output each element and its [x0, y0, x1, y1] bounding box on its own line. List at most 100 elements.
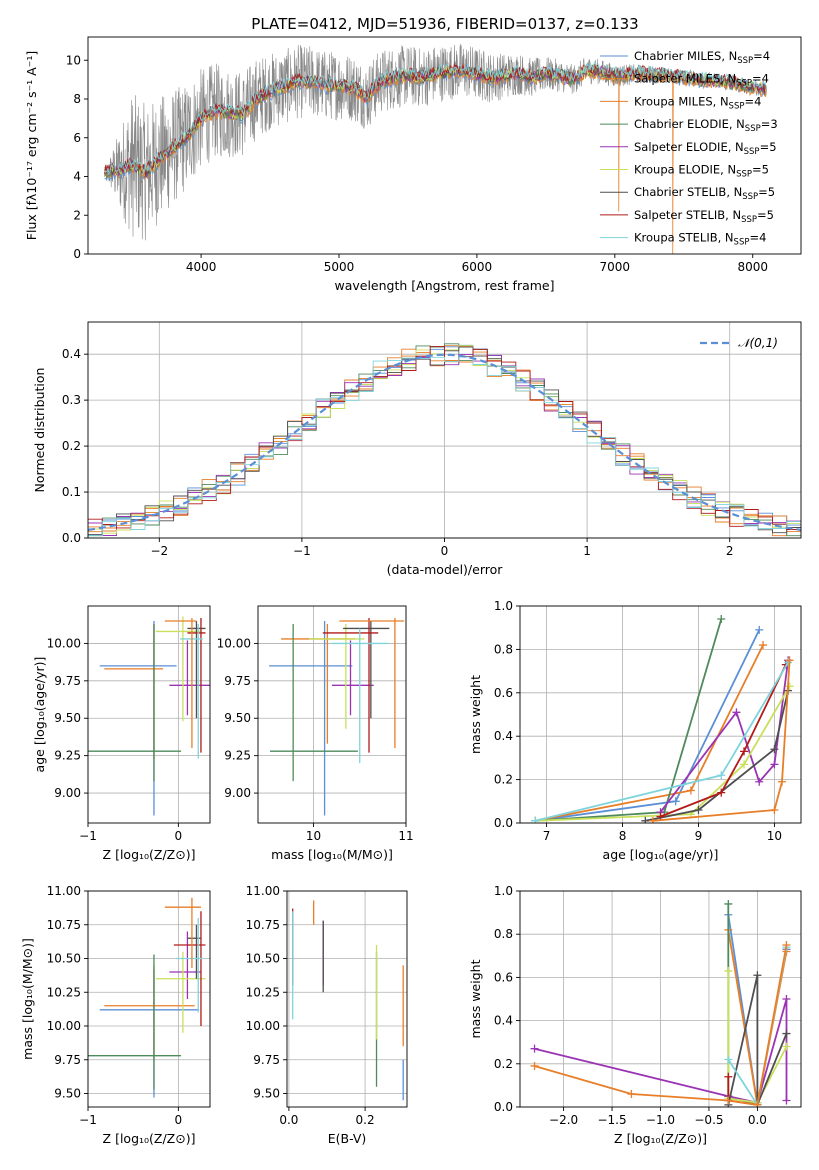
histogram-step	[88, 345, 801, 530]
series-marker	[770, 745, 779, 754]
series-marker	[755, 625, 764, 634]
axes-frame	[87, 36, 802, 255]
histogram-step	[88, 343, 801, 537]
x-tick-label: −1	[79, 1113, 97, 1127]
series-line	[652, 660, 791, 822]
plot-area-residuals	[88, 343, 801, 537]
x-axis-label: Z [log₁₀(Z/Z⊙)]	[614, 1131, 707, 1146]
y-tick-label: 10.25	[246, 985, 280, 999]
legend-name: Chabrier ELODIE, N	[634, 117, 745, 131]
y-tick-label: 0.6	[494, 686, 513, 700]
series-marker	[641, 816, 650, 823]
series-marker	[785, 656, 794, 665]
series-marker	[782, 995, 791, 1003]
legend-label: Salpeter MILES, NSSP=4	[634, 72, 769, 89]
series-marker	[732, 708, 741, 717]
x-tick-label: 10	[306, 829, 321, 843]
legend-label: Kroupa STELIB, NSSP=4	[634, 231, 766, 248]
y-tick-label: 2	[73, 208, 81, 222]
x-axis-label: Z [log₁₀(Z/Z⊙)]	[103, 847, 196, 862]
y-tick-label: 10.00	[217, 636, 251, 650]
x-axis-label: (data-model)/error	[387, 562, 504, 577]
legend-nssp: =4	[753, 49, 770, 63]
legend-nssp: =3	[761, 117, 778, 131]
legend-subscript: SSP	[737, 56, 753, 66]
series-marker	[686, 786, 695, 795]
y-tick-label: 11.00	[47, 884, 81, 898]
x-tick-label: −0.5	[694, 1113, 723, 1127]
x-tick-label: 0	[441, 544, 449, 558]
legend-subscript: SSP	[736, 170, 752, 180]
x-tick-label: 0	[175, 829, 183, 843]
plot-area-mass-vs-Z	[88, 897, 206, 1098]
legend-name: Salpeter ELODIE, N	[634, 140, 744, 154]
y-tick-label: 10	[66, 53, 81, 67]
panel-massweight-vs-Z: −2.0 −1.5 −1.0 −0.5 0.0 0.0 0.2 0.4 0.6 0.8 1.0 Z […	[468, 884, 802, 1146]
x-tick-label: −1.5	[597, 1113, 626, 1127]
y-tick-label: 10.50	[246, 952, 280, 966]
series-marker	[530, 1044, 539, 1053]
legend-subscript: SSP	[729, 101, 745, 111]
series-marker	[782, 941, 791, 949]
figure-title: PLATE=0412, MJD=51936, FIBERID=0137, z=0…	[251, 15, 638, 33]
y-tick-label: 10.00	[47, 1019, 81, 1033]
legend-subscript: SSP	[744, 147, 760, 157]
series-line	[727, 970, 788, 1104]
series-marker	[778, 777, 787, 786]
series-marker	[740, 760, 749, 769]
x-axis-label: mass [log₁₀(M/M⊙)]	[271, 847, 393, 862]
y-tick-label: 10.50	[47, 952, 81, 966]
y-tick-label: 1.0	[494, 599, 513, 613]
x-tick-label: 2	[726, 544, 734, 558]
y-tick-label: 9.50	[253, 1087, 280, 1101]
axes-frame	[257, 605, 407, 824]
y-tick-label: 9.00	[54, 786, 81, 800]
legend-name: Kroupa STELIB, N	[634, 231, 734, 245]
y-tick-label: 10.25	[47, 985, 81, 999]
y-tick-label: 10.00	[47, 636, 81, 650]
model-spectrum-line	[104, 60, 767, 176]
series-line	[645, 690, 789, 822]
x-tick-label: −2.0	[549, 1113, 578, 1127]
y-tick-label: 0.2	[494, 1057, 513, 1071]
y-tick-label: 0.2	[62, 439, 81, 453]
y-axis-label: Normed distribution	[32, 368, 47, 493]
x-tick-label: 7000	[600, 260, 631, 274]
x-tick-label: −2	[150, 544, 168, 558]
legend-label: Salpeter ELODIE, NSSP=5	[634, 140, 777, 157]
y-axis-label: mass [log₁₀(M/M⊙)]	[20, 938, 35, 1060]
series-marker	[724, 1072, 733, 1081]
plot-area-mass-vs-ebv	[292, 900, 404, 1101]
series-marker	[740, 747, 749, 756]
y-tick-label: 0.8	[494, 642, 513, 656]
series-marker	[717, 788, 726, 797]
y-tick-label: 0.8	[494, 927, 513, 941]
y-axis-label: mass weight	[468, 959, 483, 1038]
gaussian-legend-label: 𝒩(0,1)	[738, 336, 778, 350]
y-tick-label: 0.4	[494, 1014, 513, 1028]
x-tick-label: 5000	[324, 260, 355, 274]
panel-mass-vs-ebv: 0.0 0.2 9.50 9.75 10.00 10.25 10.50 10.75 11.00 E…	[246, 884, 408, 1146]
series-marker	[724, 1096, 733, 1105]
axes-frame	[87, 890, 211, 1108]
y-tick-label: 0.4	[494, 729, 513, 743]
series-marker	[648, 816, 657, 823]
series-marker	[717, 615, 726, 624]
legend-subscript: SSP	[734, 238, 750, 248]
legend-subscript: SSP	[741, 215, 757, 225]
y-tick-label: 11.00	[246, 884, 280, 898]
legend-nssp: =4	[752, 72, 769, 86]
axes-frame	[87, 605, 211, 824]
legend-name: Chabrier STELIB, N	[634, 185, 742, 199]
legend-name: Kroupa ELODIE, N	[634, 163, 736, 177]
y-tick-label: 0	[73, 247, 81, 261]
legend-nssp: =5	[760, 140, 777, 154]
legend-subscript: SSP	[742, 192, 758, 202]
series-marker	[759, 641, 768, 650]
y-tick-label: 9.75	[253, 1053, 280, 1067]
y-axis-label: mass weight	[468, 675, 483, 754]
legend-nssp: =5	[757, 208, 774, 222]
series-marker	[627, 1090, 636, 1099]
legend-label: Kroupa MILES, NSSP=4	[634, 94, 761, 111]
